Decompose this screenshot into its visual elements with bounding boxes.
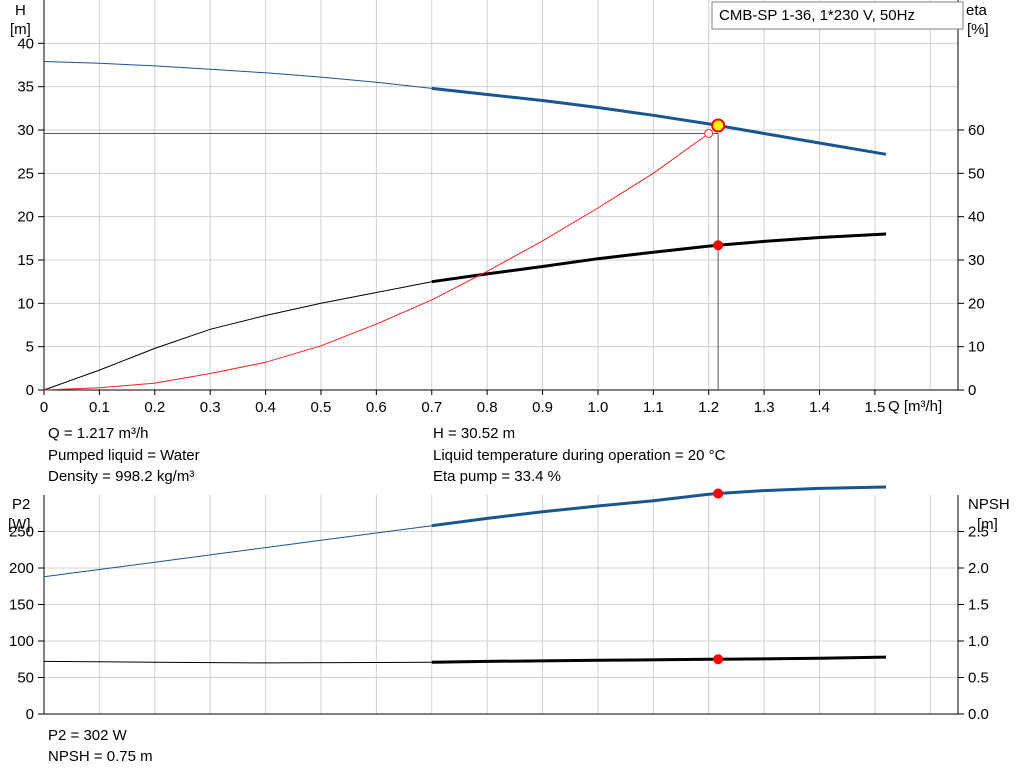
left-tick-label: 25 — [17, 165, 34, 182]
x-tick-label: 0 — [40, 399, 48, 416]
npsh-axis-label: NPSH — [968, 496, 1010, 513]
x-tick-label: 1.0 — [588, 399, 609, 416]
series-line-thin — [43, 133, 709, 391]
bottom-chart-axes — [38, 495, 964, 715]
right-tick-label: 1.5 — [968, 597, 989, 614]
x-tick-label: 0.6 — [366, 399, 387, 416]
p2-axis-label: P2 — [12, 496, 30, 513]
left-tick-label: 35 — [17, 79, 34, 96]
h-axis-label: H — [15, 2, 26, 19]
eta-marker — [704, 128, 714, 138]
top-chart-axes — [38, 0, 964, 395]
left-tick-label: 0 — [26, 706, 34, 723]
product-title: CMB-SP 1-36, 1*230 V, 50Hz — [719, 7, 915, 24]
right-tick-label: 2.0 — [968, 560, 989, 577]
top-chart-tick-labels: 0 5 10 15 20 25 30 35 40 0 10 20 30 40 50 60 0 0.1 0.2 0.3 0… — [17, 35, 984, 416]
info-q: Q = 1.217 m³/h — [48, 425, 149, 442]
x-tick-label: 0.1 — [89, 399, 110, 416]
right-tick-label: 0 — [968, 382, 976, 399]
x-tick-label: 0.5 — [311, 399, 332, 416]
info-liquid: Pumped liquid = Water — [48, 447, 200, 464]
q-axis-label: Q [m³/h] — [888, 398, 942, 415]
operating-point — [713, 654, 724, 665]
right-tick-label: 60 — [968, 122, 985, 139]
left-tick-label: 50 — [17, 670, 34, 687]
right-tick-label: 2.5 — [968, 524, 989, 541]
right-tick-label: 0.5 — [968, 670, 989, 687]
series-line-thin — [43, 525, 432, 578]
left-tick-label: 250 — [9, 524, 34, 541]
x-tick-label: 0.8 — [477, 399, 498, 416]
series-line-thin — [43, 61, 432, 89]
operating-point — [713, 240, 724, 251]
operating-point — [713, 488, 724, 499]
left-tick-label: 15 — [17, 252, 34, 269]
left-tick-label: 30 — [17, 122, 34, 139]
info-temperature: Liquid temperature during operation = 20… — [433, 447, 726, 464]
x-tick-label: 0.2 — [144, 399, 165, 416]
info-npsh: NPSH = 0.75 m — [48, 748, 153, 765]
series-line-thin — [43, 660, 432, 664]
p2-axis-unit: [W] — [8, 516, 31, 533]
left-tick-label: 0 — [26, 382, 34, 399]
series-line-thick — [431, 655, 887, 664]
series-line-thick — [431, 232, 887, 284]
bottom-chart-grid — [44, 495, 958, 715]
x-tick-label: 1.3 — [754, 399, 775, 416]
left-tick-label: 5 — [26, 339, 34, 356]
npsh-axis-unit: [m] — [977, 516, 998, 533]
bottom-chart-operating-points — [713, 488, 724, 665]
left-tick-label: 100 — [9, 633, 34, 650]
left-tick-label: 200 — [9, 560, 34, 577]
bottom-chart-tick-labels: 0 50 100 150 200 250 0.0 0.5 1.0 1.5 2.0 2.5 — [9, 524, 989, 724]
left-tick-label: 20 — [17, 209, 34, 226]
x-tick-label: 1.4 — [809, 399, 830, 416]
x-tick-label: 0.7 — [421, 399, 442, 416]
series-line-thick — [431, 86, 887, 156]
right-tick-label: 10 — [968, 339, 985, 356]
info-head: H = 30.52 m — [433, 425, 516, 442]
bottom-chart-series — [43, 485, 887, 664]
info-eta: Eta pump = 33.4 % — [433, 468, 561, 485]
info-density: Density = 998.2 kg/m³ — [48, 468, 195, 485]
right-tick-label: 0.0 — [968, 706, 989, 723]
x-tick-label: 0.9 — [532, 399, 553, 416]
h-axis-unit: [m] — [10, 21, 31, 38]
top-chart-series — [43, 61, 887, 391]
right-tick-label: 1.0 — [968, 633, 989, 650]
top-chart-grid — [44, 0, 958, 391]
right-tick-label: 40 — [968, 209, 985, 226]
right-tick-label: 30 — [968, 252, 985, 269]
operating-point — [711, 118, 726, 133]
x-tick-label: 0.4 — [255, 399, 276, 416]
left-tick-label: 10 — [17, 295, 34, 312]
right-tick-label: 20 — [968, 295, 985, 312]
product-title-box — [711, 1, 964, 30]
eta-axis-unit: [%] — [967, 21, 989, 38]
left-tick-label: 40 — [17, 35, 34, 52]
top-chart-operating-points — [704, 118, 726, 251]
series-line-thin — [43, 281, 432, 391]
right-tick-label: 50 — [968, 165, 985, 182]
x-tick-label: 1.2 — [698, 399, 719, 416]
x-tick-label: 1.5 — [864, 399, 885, 416]
series-line-thick — [431, 485, 887, 528]
info-p2: P2 = 302 W — [48, 727, 127, 744]
left-tick-label: 150 — [9, 597, 34, 614]
eta-axis-label: eta — [966, 2, 988, 19]
x-tick-label: 1.1 — [643, 399, 664, 416]
x-tick-label: 0.3 — [200, 399, 221, 416]
